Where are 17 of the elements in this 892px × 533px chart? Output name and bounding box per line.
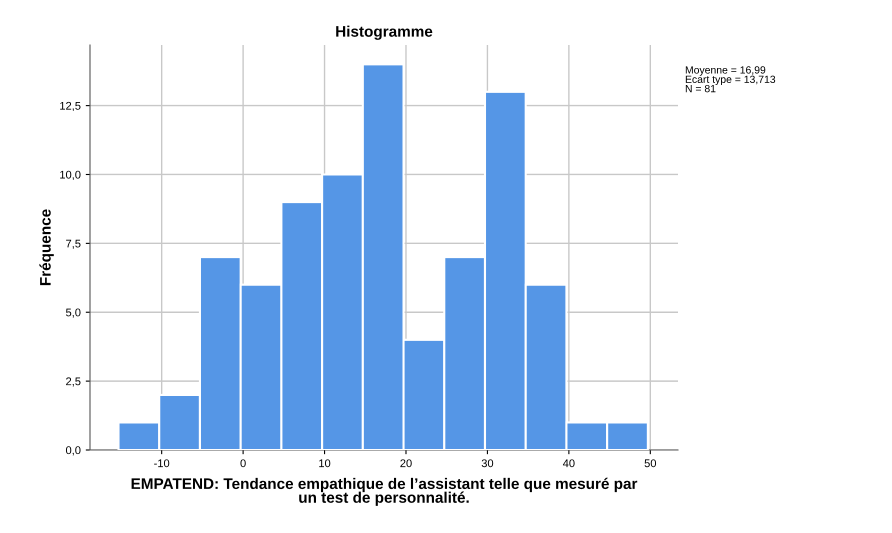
text: Moyenne = 16,99 Ecart type = 13,713 N = 81	[686, 66, 776, 92]
chart-title: Histogramme	[336, 26, 432, 40]
y-axis-title: Fréquence	[39, 209, 54, 286]
x-tick-label: 20	[400, 459, 412, 468]
y-tick-label: 10,0	[60, 170, 81, 180]
y-tick-label: 5,0	[66, 308, 81, 318]
y-tick-label: 7,5	[66, 240, 81, 249]
x-tick-label: 30	[482, 459, 494, 468]
x-axis-title: EMPATEND: Tendance empathique de l’assistant telle que mesuré par un test de personnalité.	[132, 478, 638, 506]
x-tick-label: 0	[240, 459, 246, 468]
y-tick-label: 0,0	[66, 446, 81, 456]
x-tick-label: 10	[319, 459, 330, 468]
x-tick-label: -10	[154, 459, 170, 468]
y-tick-label: 12,5	[60, 102, 81, 112]
y-tick-label: 2,5	[66, 377, 81, 387]
x-tick-label: 40	[562, 459, 575, 468]
x-tick-label: 50	[644, 459, 656, 468]
